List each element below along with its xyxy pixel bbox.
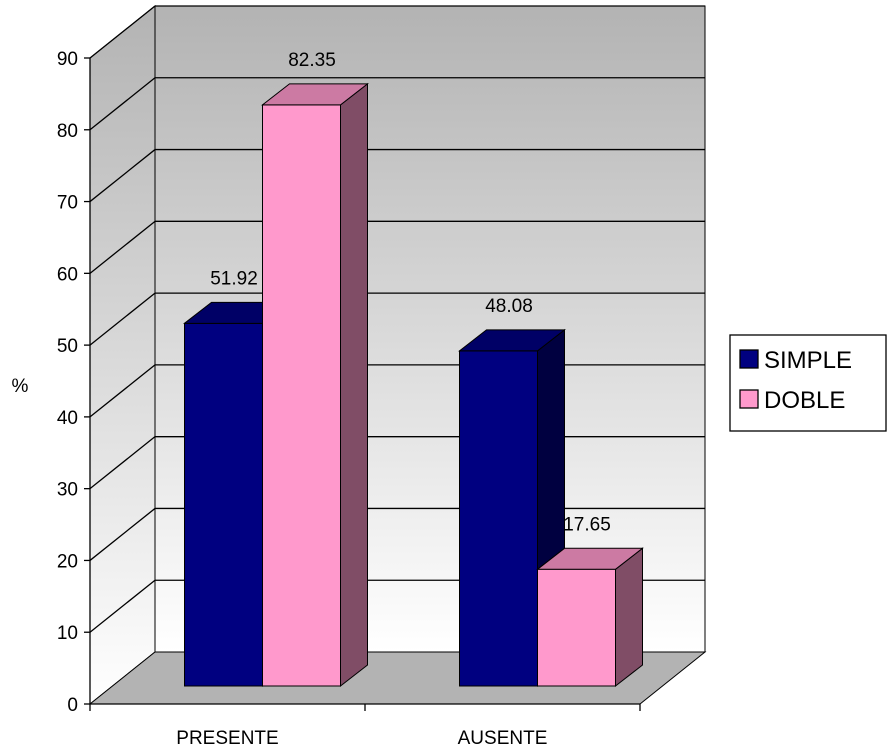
- legend-swatch: [739, 349, 759, 369]
- bar-front: [537, 568, 616, 687]
- x-tick-label: AUSENTE: [458, 728, 548, 748]
- y-tick-label: 20: [57, 551, 78, 572]
- gridline-side: [89, 364, 156, 418]
- bar-side: [615, 547, 643, 688]
- side-wall: [89, 4, 156, 706]
- bars: [183, 82, 644, 688]
- data-label: 17.65: [563, 514, 611, 535]
- y-tick-label: 60: [57, 264, 78, 285]
- y-axis-label: %: [12, 376, 29, 397]
- y-tick-label: 50: [57, 336, 78, 357]
- legend-label: DOBLE: [764, 387, 845, 414]
- data-label: 48.08: [485, 296, 533, 317]
- bar-top: [536, 547, 644, 570]
- bar-doble-ausente: [536, 547, 644, 688]
- gridline-side: [89, 579, 156, 633]
- gridline-side: [89, 436, 156, 490]
- bar-front: [184, 322, 263, 687]
- gridline-side: [89, 220, 156, 274]
- y-tick-label: 40: [57, 408, 78, 429]
- x-tick-label: PRESENTE: [176, 728, 278, 748]
- bar-front: [459, 350, 538, 687]
- legend-label: SIMPLE: [764, 347, 852, 374]
- gridline-side: [89, 507, 156, 561]
- bar-front: [262, 104, 341, 687]
- y-tick-label: 30: [57, 480, 78, 501]
- data-label: 82.35: [288, 50, 336, 71]
- y-tick-label: 70: [57, 193, 78, 214]
- gridline-side: [89, 5, 156, 59]
- bar-side: [340, 82, 368, 688]
- y-tick-label: 80: [57, 121, 78, 142]
- axes: 0 10 20 30 40 50 60 70 80 90 PRESENTE AUSENTE: [57, 49, 641, 748]
- gridline-side: [89, 292, 156, 346]
- data-label: 51.92: [210, 268, 258, 289]
- y-tick-label: 90: [57, 49, 78, 70]
- y-tick-label: 0: [67, 695, 78, 716]
- legend-swatch: [739, 389, 759, 409]
- gridline-side: [89, 77, 156, 131]
- y-tick-label: 10: [57, 623, 78, 644]
- gridline-side: [89, 149, 156, 203]
- bar-top: [261, 83, 369, 106]
- bar-doble-presente: [261, 82, 369, 688]
- bar-top: [458, 329, 566, 352]
- legend: SIMPLE DOBLE: [729, 334, 887, 432]
- data-labels: 51.92 82.35 48.08 17.65: [210, 50, 611, 535]
